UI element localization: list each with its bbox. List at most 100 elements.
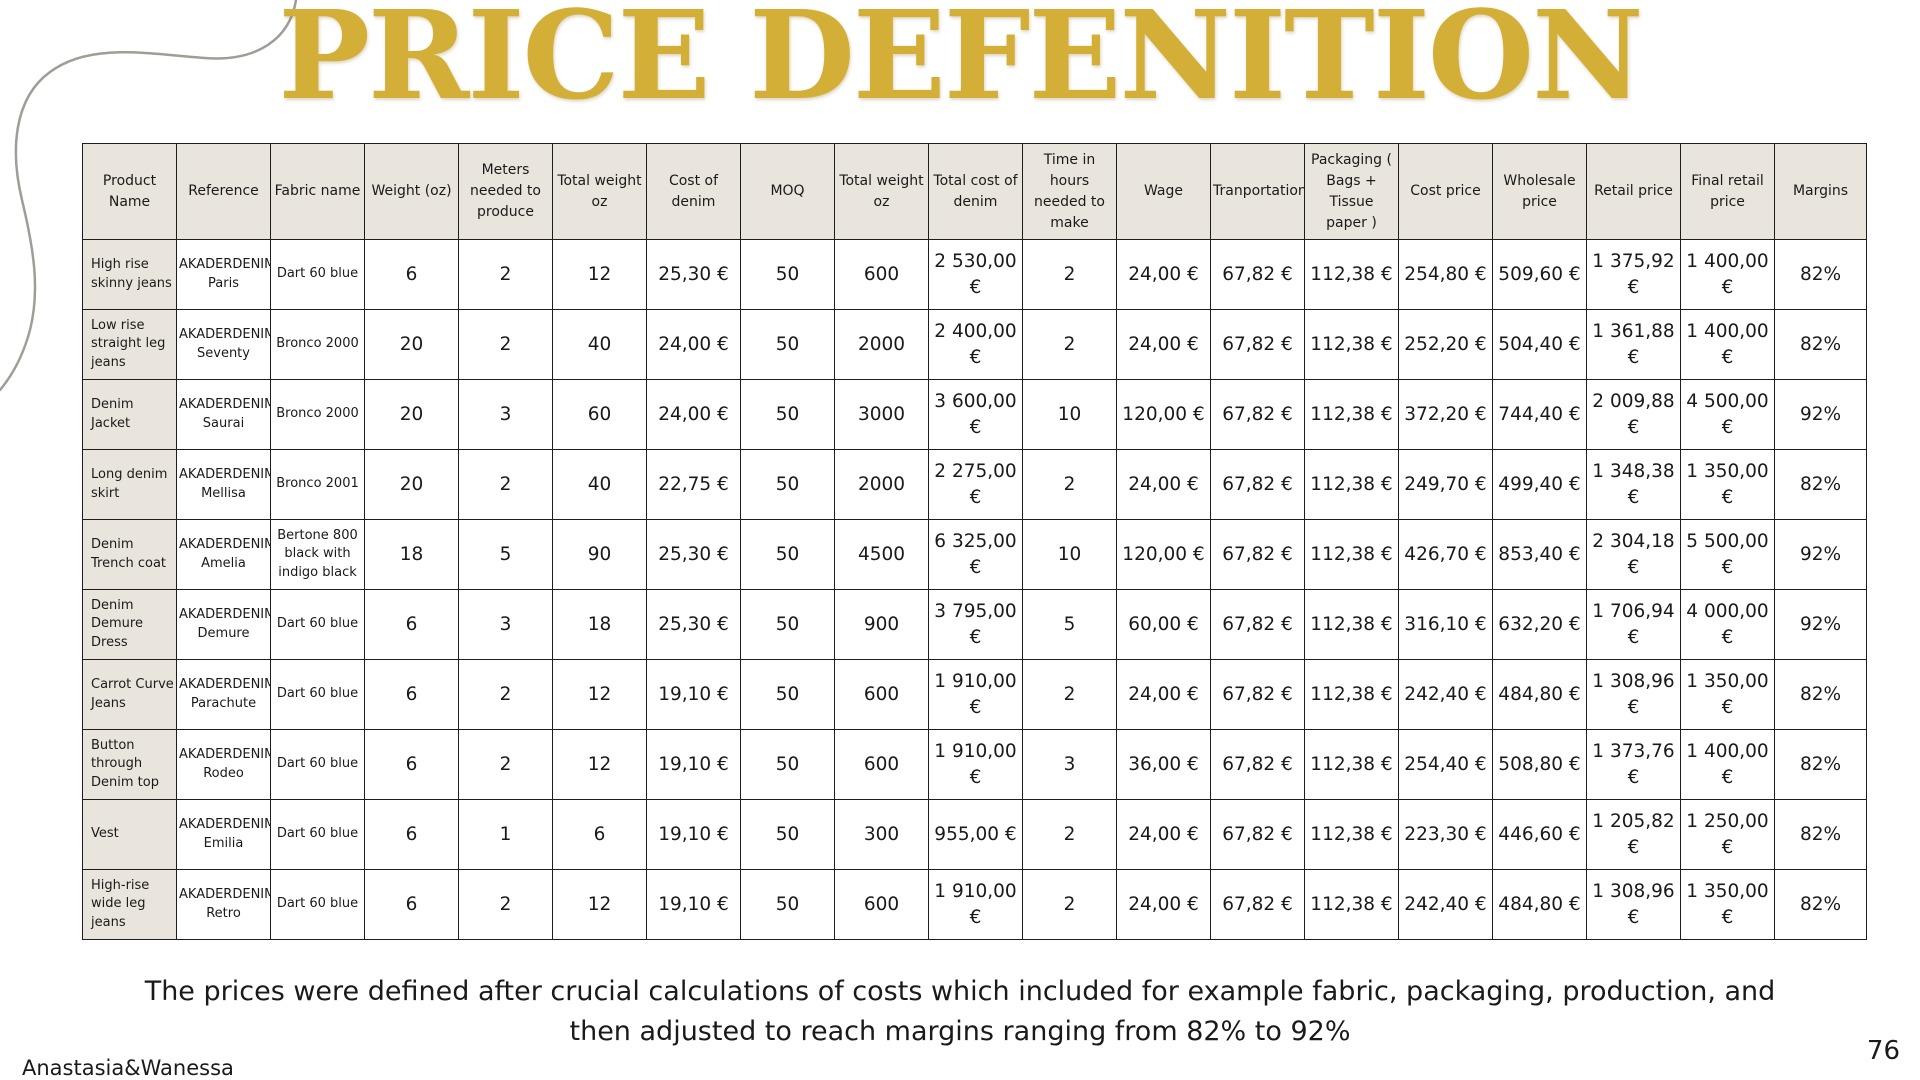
table-cell: 2 <box>458 729 553 800</box>
caption: The prices were defined after crucial ca… <box>144 976 1776 1047</box>
table-cell: 1 375,92 € <box>1586 239 1681 310</box>
table-row: Denim JacketAKADERDENIM0003 SauraiBronco… <box>82 379 1867 450</box>
table-body: High rise skinny jeansAKADERDENIM0001 Pa… <box>82 239 1867 940</box>
product-name-cell: Denim Demure Dress <box>82 589 177 660</box>
table-cell: 1 350,00 € <box>1680 449 1775 520</box>
table-cell: 632,20 € <box>1492 589 1587 660</box>
table-cell: 50 <box>740 449 835 520</box>
table-cell: 20 <box>364 449 459 520</box>
table-cell: 1 <box>458 799 553 870</box>
table-cell: 3 795,00 € <box>928 589 1023 660</box>
table-cell: 6 325,00 € <box>928 519 1023 590</box>
table-cell: 112,38 € <box>1304 799 1399 870</box>
table-cell: 60,00 € <box>1116 589 1211 660</box>
table-cell: 12 <box>552 729 647 800</box>
column-header: Total cost of denim <box>928 143 1023 240</box>
table-cell: 50 <box>740 239 835 310</box>
table-cell: 316,10 € <box>1398 589 1493 660</box>
table-cell: 24,00 € <box>1116 659 1211 730</box>
table-cell: 1 400,00 € <box>1680 309 1775 380</box>
table-cell: 50 <box>740 659 835 730</box>
table-cell: 19,10 € <box>646 799 741 870</box>
table-cell: 1 250,00 € <box>1680 799 1775 870</box>
column-header: Product Name <box>82 143 177 240</box>
table-cell: AKADERDENIM0006 Demure <box>176 589 271 660</box>
table-cell: 1 308,96 € <box>1586 869 1681 940</box>
table-cell: 24,00 € <box>646 379 741 450</box>
table-cell: 4500 <box>834 519 929 590</box>
table-cell: 82% <box>1774 659 1867 730</box>
table-cell: 24,00 € <box>1116 449 1211 520</box>
column-header: Wholesale price <box>1492 143 1587 240</box>
author-credit: Anastasia&Wanessa <box>22 1056 234 1080</box>
table-cell: 82% <box>1774 449 1867 520</box>
table-cell: 2 <box>1022 449 1117 520</box>
table-cell: 50 <box>740 799 835 870</box>
table-cell: 3 <box>1022 729 1117 800</box>
column-header: Time in hours needed to make <box>1022 143 1117 240</box>
table-cell: 1 348,38 € <box>1586 449 1681 520</box>
product-name-cell: Denim Trench coat <box>82 519 177 590</box>
table-cell: 18 <box>364 519 459 590</box>
table-cell: Dart 60 blue <box>270 799 365 870</box>
table-cell: 2 <box>458 239 553 310</box>
table-cell: 426,70 € <box>1398 519 1493 590</box>
table-cell: 6 <box>364 869 459 940</box>
table-cell: Dart 60 blue <box>270 589 365 660</box>
table-row: High-rise wide leg jeansAKADERDENIM0010 … <box>82 869 1867 940</box>
table-cell: 112,38 € <box>1304 309 1399 380</box>
table-cell: 12 <box>552 239 647 310</box>
table-cell: 12 <box>552 869 647 940</box>
table-cell: 5 500,00 € <box>1680 519 1775 590</box>
table-cell: 2 <box>1022 239 1117 310</box>
product-name-cell: Vest <box>82 799 177 870</box>
column-header: Cost price <box>1398 143 1493 240</box>
table-cell: 6 <box>364 239 459 310</box>
table-cell: 372,20 € <box>1398 379 1493 450</box>
table-cell: 5 <box>1022 589 1117 660</box>
table-cell: 300 <box>834 799 929 870</box>
column-header: Tranportation <box>1210 143 1305 240</box>
table-cell: 112,38 € <box>1304 729 1399 800</box>
table-cell: 1 350,00 € <box>1680 869 1775 940</box>
table-cell: 82% <box>1774 309 1867 380</box>
table-cell: 19,10 € <box>646 729 741 800</box>
table-cell: 1 910,00 € <box>928 729 1023 800</box>
table-row: Denim Trench coatAKADERDENIM0005 AmeliaB… <box>82 519 1867 590</box>
product-name-cell: High rise skinny jeans <box>82 239 177 310</box>
table-cell: 120,00 € <box>1116 519 1211 590</box>
table-cell: 22,75 € <box>646 449 741 520</box>
product-name-cell: Button through Denim top <box>82 729 177 800</box>
table-row: Low rise straight leg jeansAKADERDENIM00… <box>82 309 1867 380</box>
table-cell: 6 <box>364 799 459 870</box>
column-header: Margins <box>1774 143 1867 240</box>
table-cell: 1 350,00 € <box>1680 659 1775 730</box>
table-cell: 19,10 € <box>646 659 741 730</box>
table-cell: AKADERDENIM0002 Seventy <box>176 309 271 380</box>
table-cell: 92% <box>1774 519 1867 590</box>
table-cell: 82% <box>1774 869 1867 940</box>
table-cell: 2 009,88 € <box>1586 379 1681 450</box>
table-cell: 20 <box>364 309 459 380</box>
table-cell: 1 706,94 € <box>1586 589 1681 660</box>
table-row: Carrot Curve JeansAKADERDENIM0007 Parach… <box>82 659 1867 730</box>
table-cell: 112,38 € <box>1304 589 1399 660</box>
table-cell: 50 <box>740 869 835 940</box>
price-table-container: Product Name Reference Fabric name Weight (… <box>82 143 1867 940</box>
table-cell: 2 <box>1022 659 1117 730</box>
table-cell: Dart 60 blue <box>270 729 365 800</box>
table-cell: 1 373,76 € <box>1586 729 1681 800</box>
column-header: Wage <box>1116 143 1211 240</box>
table-cell: 12 <box>552 659 647 730</box>
product-name-cell: Long denim skirt <box>82 449 177 520</box>
column-header: Final retail price <box>1680 143 1775 240</box>
table-cell: 1 910,00 € <box>928 869 1023 940</box>
table-cell: Dart 60 blue <box>270 659 365 730</box>
table-cell: 1 361,88 € <box>1586 309 1681 380</box>
table-cell: 2000 <box>834 449 929 520</box>
table-cell: 6 <box>364 589 459 660</box>
table-cell: 25,30 € <box>646 519 741 590</box>
table-cell: 1 308,96 € <box>1586 659 1681 730</box>
table-cell: 600 <box>834 869 929 940</box>
table-cell: 60 <box>552 379 647 450</box>
